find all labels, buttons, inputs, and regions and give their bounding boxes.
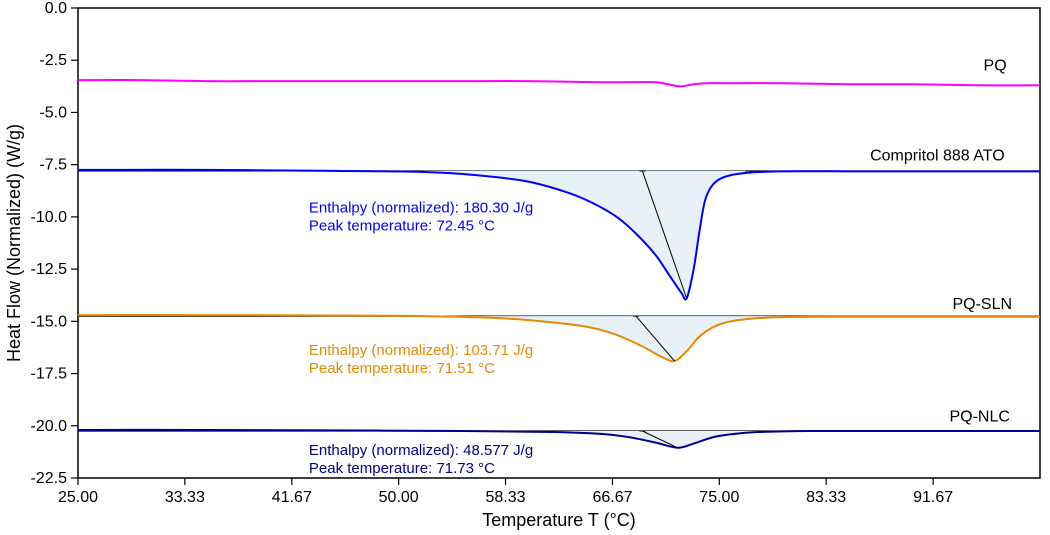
dsc-chart: 25.00 33.33 41.67 50.00 58.33 66.67 75.00 83.33…: [0, 0, 1050, 535]
svg-text:PQ-SLN: PQ-SLN: [952, 296, 1012, 313]
svg-text:Enthalpy (normalized): 180.30: Enthalpy (normalized): 180.30 J/g: [309, 200, 533, 217]
svg-text:-17.5: -17.5: [31, 366, 68, 383]
svg-text:Temperature T (°C): Temperature T (°C): [482, 510, 636, 530]
svg-text:-2.5: -2.5: [39, 52, 67, 69]
svg-text:-20.0: -20.0: [31, 418, 68, 435]
svg-text:-7.5: -7.5: [39, 157, 67, 174]
svg-text:Peak temperature: 71.73 °C: Peak temperature: 71.73 °C: [309, 460, 495, 477]
svg-text:Compritol 888 ATO: Compritol 888 ATO: [870, 147, 1005, 164]
svg-text:Peak temperature: 72.45 °C: Peak temperature: 72.45 °C: [309, 218, 495, 235]
svg-text:83.33: 83.33: [806, 489, 846, 506]
svg-text:-10.0: -10.0: [31, 209, 68, 226]
svg-text:66.67: 66.67: [592, 489, 632, 506]
svg-text:75.00: 75.00: [699, 489, 739, 506]
svg-text:33.33: 33.33: [165, 489, 205, 506]
svg-text:PQ-NLC: PQ-NLC: [949, 409, 1009, 426]
svg-text:-15.0: -15.0: [31, 313, 68, 330]
svg-text:50.00: 50.00: [379, 489, 419, 506]
svg-text:-5.0: -5.0: [39, 104, 67, 121]
svg-text:-12.5: -12.5: [31, 261, 68, 278]
svg-text:58.33: 58.33: [485, 489, 525, 506]
svg-text:41.67: 41.67: [272, 489, 312, 506]
svg-text:Enthalpy (normalized): 48.577: Enthalpy (normalized): 48.577 J/g: [309, 442, 533, 459]
svg-text:91.67: 91.67: [913, 489, 953, 506]
svg-text:25.00: 25.00: [58, 489, 98, 506]
svg-text:-22.5: -22.5: [31, 470, 68, 487]
svg-text:Peak temperature: 71.51 °C: Peak temperature: 71.51 °C: [309, 360, 495, 377]
svg-text:PQ: PQ: [984, 58, 1007, 75]
svg-text:0.0: 0.0: [45, 0, 67, 17]
chart-svg: 25.00 33.33 41.67 50.00 58.33 66.67 75.00 83.33…: [0, 0, 1050, 535]
svg-text:Heat Flow (Normalized) (W/g): Heat Flow (Normalized) (W/g): [4, 124, 24, 362]
svg-text:Enthalpy (normalized): 103.71: Enthalpy (normalized): 103.71 J/g: [309, 342, 533, 359]
